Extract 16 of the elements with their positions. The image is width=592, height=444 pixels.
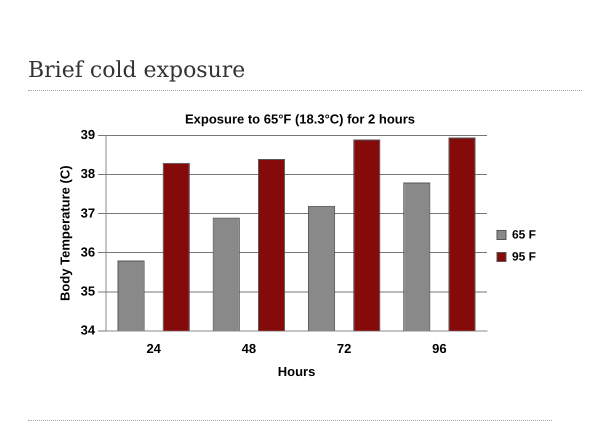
y-tick-label: 35 [80,283,96,298]
legend-label: 65 F [512,227,536,242]
y-tick-label: 39 [80,127,96,142]
x-tick-label: 72 [336,341,352,356]
y-tick-label: 36 [80,244,96,260]
y-tick-label: 38 [80,166,96,182]
x-tick-label: 96 [432,341,447,356]
x-axis-title: Hours [278,364,316,379]
chart-subtitle: Exposure to 65°F (18.3°C) for 2 hours [184,111,416,126]
legend-label: 95 F [512,249,536,264]
y-tick-label: 37 [80,205,96,220]
x-tick-label: 24 [146,341,162,356]
chart-title: Brief cold exposure [28,58,246,83]
y-tick-label: 34 [80,322,96,338]
x-tick-label: 48 [242,341,256,356]
y-axis-title: Body Temperature (C) [57,165,72,301]
